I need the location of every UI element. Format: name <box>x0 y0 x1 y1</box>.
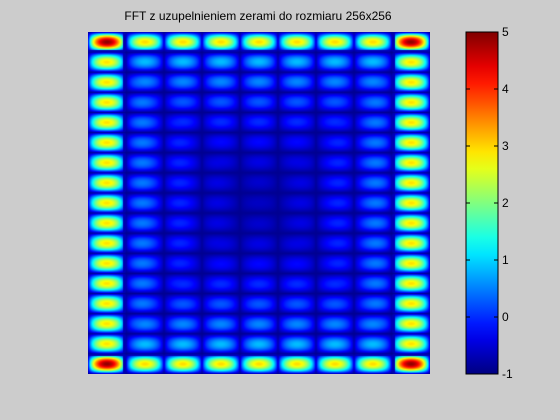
heatmap-image <box>88 32 430 374</box>
colorbar: 5 4 3 2 1 0 -1 <box>465 25 513 381</box>
colorbar-ticks: 5 4 3 2 1 0 -1 <box>466 25 513 381</box>
chart-title: FFT z uzupelnieniem zerami do rozmiaru 2… <box>124 9 392 23</box>
colorbar-tick-label: 1 <box>502 253 509 267</box>
colorbar-tick-label: 2 <box>502 196 509 210</box>
colorbar-tick-label: 0 <box>502 310 509 324</box>
colorbar-tick-label: 4 <box>502 82 509 96</box>
colorbar-gradient <box>466 32 498 374</box>
colorbar-tick-label: 3 <box>502 139 509 153</box>
colorbar-tick-label: -1 <box>502 367 513 381</box>
heatmap-plot <box>88 32 430 374</box>
colorbar-tick-label: 5 <box>502 25 509 39</box>
